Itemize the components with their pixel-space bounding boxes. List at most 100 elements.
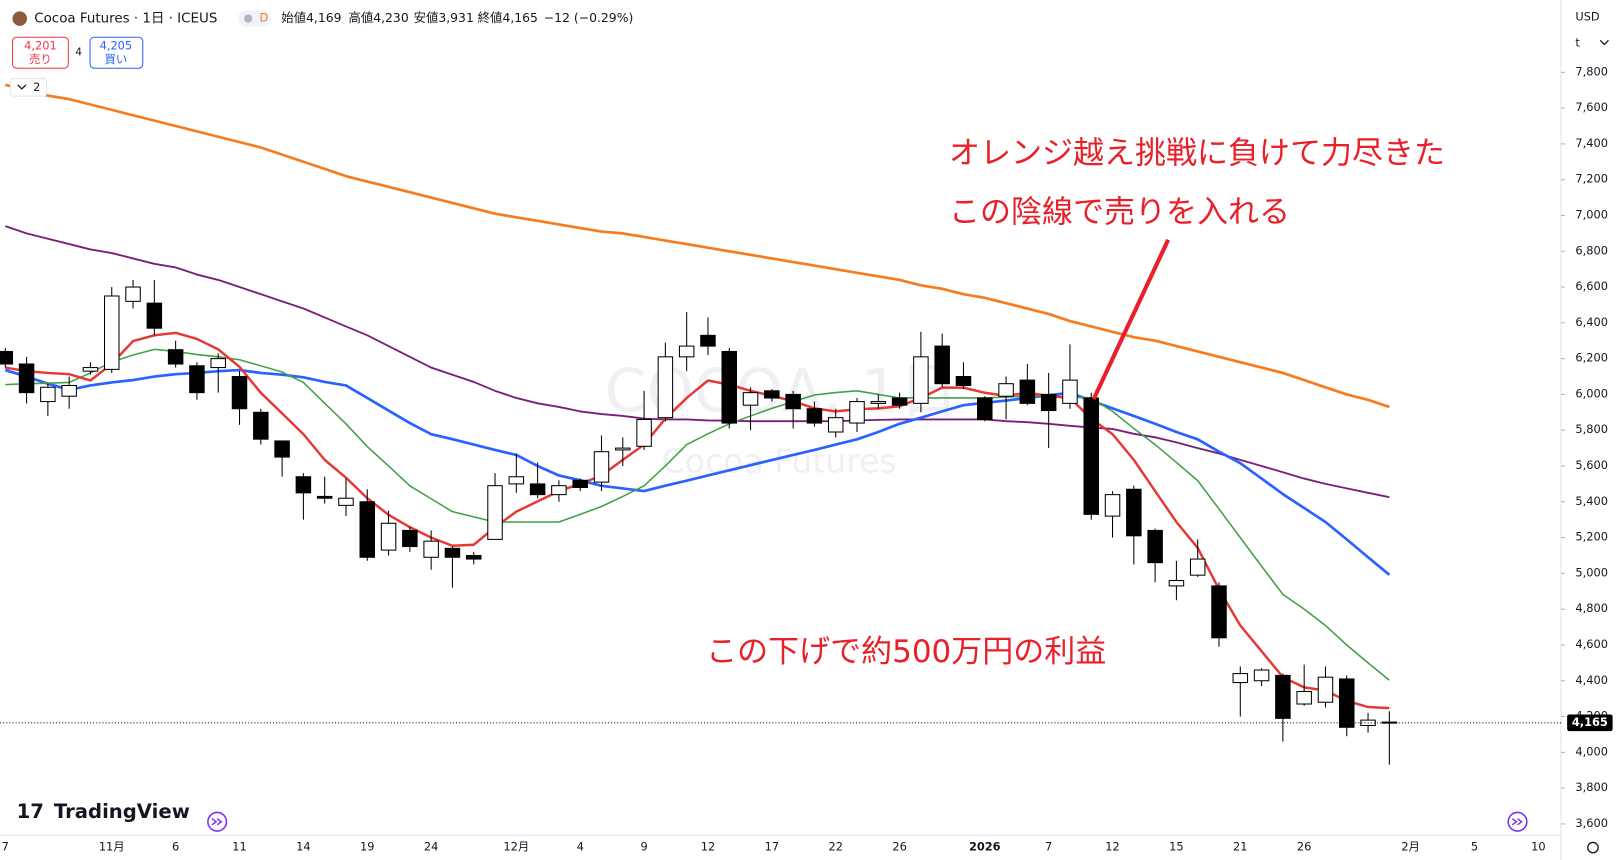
x-tick-label: 26: [1297, 840, 1311, 854]
x-tick-label: 19: [360, 840, 374, 854]
candle-body: [572, 479, 588, 488]
candle-body: [487, 485, 503, 540]
settings-button[interactable]: [1587, 841, 1599, 854]
candle-body: [1317, 676, 1334, 703]
candle-body: [1083, 397, 1099, 515]
candle-body: [1040, 393, 1057, 412]
buy-price: 4,205: [100, 39, 133, 53]
x-tick-label: 15: [1169, 840, 1183, 854]
candle-body: [636, 418, 652, 447]
candle-body: [82, 367, 99, 372]
sell-button[interactable]: [12, 36, 69, 69]
candle-body: [998, 383, 1014, 397]
candle-body: [870, 401, 887, 404]
candle-body: [423, 540, 439, 558]
x-tick-label: 7: [2, 840, 9, 854]
candle-body: [849, 401, 865, 424]
currency[interactable]: USD: [1575, 10, 1600, 24]
y-tick-label: 6,400: [1575, 315, 1608, 329]
goto-icon: [1511, 818, 1523, 826]
close: 終値4,165: [478, 10, 538, 25]
y-tick-label: 3,600: [1575, 816, 1608, 830]
candle-body: [1296, 690, 1312, 705]
moving-average: [4, 225, 1390, 499]
annotation: オレンジ越え挑戦に負けて力尽きた: [949, 136, 1445, 172]
x-tick-label: 22: [828, 840, 842, 854]
goto-icon: [211, 818, 223, 826]
y-tick-label: 6,800: [1575, 243, 1608, 257]
candle-body: [593, 451, 610, 483]
open: 始値4,169: [281, 10, 341, 25]
goto-button[interactable]: [207, 811, 228, 832]
candle-body: [1211, 585, 1227, 639]
candle-body: [913, 356, 929, 404]
brand-mark: 17: [17, 800, 44, 823]
x-tick-label: 14: [296, 840, 310, 854]
candle-body: [615, 447, 631, 451]
candle-body: [444, 547, 461, 558]
y-tick-label: 4,400: [1575, 673, 1608, 687]
y-tick-label: 7,200: [1575, 172, 1608, 186]
y-tick-label: 7,600: [1575, 100, 1608, 114]
moving-average: [5, 348, 1390, 681]
candle-body: [742, 392, 759, 406]
candle-body: [806, 408, 823, 424]
y-tick-label: 7,800: [1575, 64, 1608, 78]
indicators-toggle[interactable]: [9, 78, 48, 97]
candle-body: [210, 358, 226, 369]
goto-button[interactable]: [1507, 811, 1528, 832]
buy-button[interactable]: [89, 36, 144, 69]
badge: D: [260, 11, 269, 25]
candle-body: [18, 363, 35, 394]
candle-body: [359, 501, 376, 558]
brand: TradingView: [54, 800, 190, 823]
candle-body: [1019, 379, 1036, 404]
y-tick-label: 5,000: [1575, 565, 1608, 579]
candle-body: [1062, 379, 1078, 404]
plot: 3,6003,8004,0004,2004,4004,6004,8005,000…: [0, 64, 1613, 854]
annotation: この下げで約500万円の利益: [706, 634, 1106, 670]
candle-body: [934, 345, 950, 385]
moving-average: [5, 331, 1390, 710]
badge-dot: [244, 14, 253, 23]
annotation: この陰線で売りを入れる: [949, 194, 1290, 230]
candle-body: [1168, 580, 1185, 587]
candle-body: [1126, 488, 1142, 537]
y-tick-label: 5,800: [1575, 422, 1608, 436]
x-tick-label: 21: [1233, 840, 1247, 854]
candle-body: [721, 350, 738, 424]
x-tick-label: 11月: [99, 840, 125, 854]
x-tick-label: 17: [765, 840, 779, 854]
candle-body: [40, 386, 56, 403]
spread: 4: [75, 47, 82, 59]
symbol-icon: [12, 11, 27, 26]
x-tick-label: 7: [1045, 840, 1052, 854]
candle-body: [764, 390, 780, 399]
candle-body: [338, 497, 354, 506]
candle-body: [785, 393, 801, 410]
moving-average: [4, 83, 1390, 409]
badge-bg: [237, 10, 271, 27]
chevron: [17, 84, 27, 90]
unit[interactable]: t: [1575, 35, 1580, 49]
candle-body: [657, 356, 674, 419]
x-tick-label: 26: [892, 840, 906, 854]
y-tick-label: 3,800: [1575, 780, 1608, 794]
y-tick-label: 6,600: [1575, 279, 1608, 293]
x-tick-label: 12月: [503, 840, 529, 854]
candle-body: [380, 522, 397, 551]
candle-body: [1253, 669, 1270, 682]
x-tick-label: 11: [232, 840, 246, 854]
x-tick-label: 2026: [969, 840, 1001, 854]
y-tick-label: 4,800: [1575, 601, 1608, 615]
y-tick-label: 6,200: [1575, 351, 1608, 365]
buy-label: 買い: [105, 52, 128, 66]
watermark-name: Cocoa Futures: [662, 442, 897, 481]
candle-body: [678, 345, 695, 358]
candle-body: [316, 495, 333, 499]
x-tick-label: 24: [424, 840, 438, 854]
candle-body: [274, 440, 290, 458]
y-tick-label: 4,600: [1575, 637, 1608, 651]
